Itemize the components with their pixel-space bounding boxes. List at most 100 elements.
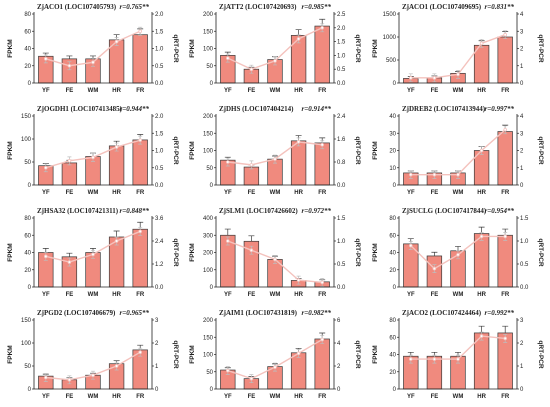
chart-panel: 0 20 40 60 80 0.0 0.5 1.0 1.5 2.0 YF FE WM HR FR FPKM qR… xyxy=(2,0,185,101)
fpkm-axis-title: FPKM xyxy=(7,39,14,57)
right-tick-label: 1.0 xyxy=(155,149,164,155)
qrtpcr-axis-title: qRT-PCR xyxy=(172,34,179,62)
x-tick-label: WM xyxy=(88,88,99,94)
qrtpcr-point xyxy=(114,239,119,243)
error-bar xyxy=(248,235,255,242)
x-tick-label: YF xyxy=(42,292,50,298)
x-tick-label: HR xyxy=(294,394,303,400)
x-tick-label: FE xyxy=(66,190,74,196)
qrtpcr-point xyxy=(273,365,277,369)
x-tick-label: FR xyxy=(501,190,510,196)
x-tick-label: WM xyxy=(453,190,464,196)
qrtpcr-point xyxy=(456,172,460,177)
chart-svg: 0 20 40 60 80 0.0 1.2 2.4 3.6 YF FE WM HR FR FPKM qRT-P… xyxy=(7,207,179,298)
left-tick-label: 20 xyxy=(389,268,396,274)
right-tick-label: 1.5 xyxy=(155,29,164,35)
left-tick-label: 1000 xyxy=(383,35,397,41)
fpkm-bar xyxy=(314,25,330,84)
right-tick-label: 2.0 xyxy=(155,114,164,120)
qrtpcr-axis-title: qRT-PCR xyxy=(537,238,544,266)
left-tick-label: 50 xyxy=(206,166,213,172)
fpkm-bar xyxy=(61,162,78,186)
x-tick-label: YF xyxy=(224,394,232,400)
qrtpcr-point xyxy=(479,334,484,338)
qrtpcr-point xyxy=(225,239,230,243)
chart-svg: 0 100 200 300 400 0.0 0.5 1.0 1.5 YF FE WM HR FR FPKM q… xyxy=(189,207,361,298)
chart-svg: 0 500 1000 1500 0 1 2 3 4 YF FE WM HR FR FPKM qRT-PCR Zj… xyxy=(372,3,544,94)
qrtpcr-point xyxy=(67,63,72,68)
right-tick-label: 1.0 xyxy=(520,239,529,245)
right-tick-label: 3 xyxy=(520,131,524,137)
chart-panel: 0 50 100 150 200 0.0 0.8 1.6 2.4 YF FE WM HR FR FPKM qR… xyxy=(184,102,367,203)
qrtpcr-point xyxy=(91,373,95,377)
right-tick-label: 0.0 xyxy=(155,285,164,291)
right-tick-label: 0 xyxy=(520,387,524,393)
left-tick-label: 0 xyxy=(393,285,397,291)
qrtpcr-point xyxy=(296,37,301,41)
x-tick-label: FE xyxy=(66,292,74,298)
fpkm-bar xyxy=(108,145,125,186)
right-tick-label: 0.0 xyxy=(520,285,529,291)
right-tick-label: 2 xyxy=(520,341,524,347)
x-tick-label: HR xyxy=(112,292,121,298)
right-tick-label: 0 xyxy=(520,81,524,87)
right-tick-label: 1.5 xyxy=(337,216,346,222)
qrtpcr-point xyxy=(225,160,230,164)
left-tick-label: 200 xyxy=(203,318,214,324)
left-tick-label: 80 xyxy=(389,216,396,222)
x-tick-label: HR xyxy=(294,88,303,94)
qrtpcr-point xyxy=(249,163,254,167)
chart-svg: 0 50 100 150 0.0 0.5 1.0 1.5 2.0 YF FE WM HR FR FPKM qR… xyxy=(7,105,179,196)
left-tick-label: 40 xyxy=(389,114,396,120)
x-tick-label: FE xyxy=(248,292,256,298)
left-tick-label: 80 xyxy=(24,12,31,18)
qrtpcr-point xyxy=(138,29,143,34)
fpkm-axis-title: FPKM xyxy=(7,243,14,261)
gene-title: ZjDHS (LOC107404214) xyxy=(219,105,294,113)
x-tick-label: FR xyxy=(136,292,145,298)
x-tick-label: WM xyxy=(270,190,281,196)
right-tick-label: 0 xyxy=(520,183,524,189)
x-tick-label: WM xyxy=(270,394,281,400)
qrtpcr-point xyxy=(503,32,508,37)
x-tick-label: FE xyxy=(66,394,74,400)
chart-panel: 0 20 40 60 80 0.0 0.5 1.0 1.5 YF FE WM HR FR FPKM qRT-P… xyxy=(367,204,550,305)
left-tick-label: 80 xyxy=(24,216,31,222)
qrtpcr-point xyxy=(67,378,72,382)
qrtpcr-point xyxy=(479,41,484,46)
left-tick-label: 100 xyxy=(203,353,214,359)
x-tick-label: WM xyxy=(88,394,99,400)
x-tick-label: YF xyxy=(42,190,50,196)
x-tick-label: HR xyxy=(477,88,486,94)
right-tick-label: 4 xyxy=(520,114,524,120)
left-tick-label: 400 xyxy=(203,216,214,222)
fpkm-bar xyxy=(290,140,307,186)
x-tick-label: YF xyxy=(224,292,232,298)
x-tick-label: FE xyxy=(431,394,439,400)
left-tick-label: 0 xyxy=(393,81,397,87)
fpkm-bar xyxy=(132,228,148,288)
fpkm-axis-title: FPKM xyxy=(7,141,14,159)
error-bar xyxy=(42,248,49,253)
right-tick-label: 1.2 xyxy=(155,262,164,268)
right-tick-label: 1.6 xyxy=(337,137,346,143)
fpkm-bar xyxy=(473,233,490,288)
x-tick-label: FR xyxy=(136,190,145,196)
error-bar xyxy=(224,228,231,236)
x-tick-label: FR xyxy=(501,88,510,94)
qrtpcr-point xyxy=(479,148,484,153)
qrtpcr-point xyxy=(43,375,48,380)
x-tick-label: FR xyxy=(318,190,327,196)
right-tick-label: 2.0 xyxy=(155,12,164,18)
x-tick-label: FE xyxy=(248,190,256,196)
correlation-label: r=0.914** xyxy=(302,105,332,113)
qrtpcr-point xyxy=(320,142,325,147)
chart-panel: 0 20 40 60 80 0.0 1.2 2.4 3.6 YF FE WM HR FR FPKM qRT-P… xyxy=(2,204,185,305)
right-tick-label: 0.0 xyxy=(337,81,346,87)
x-tick-label: HR xyxy=(477,292,486,298)
qrtpcr-point xyxy=(67,159,72,163)
qrtpcr-point xyxy=(479,234,484,239)
x-tick-label: HR xyxy=(112,394,121,400)
correlation-label: r=0.965** xyxy=(120,309,150,317)
qrtpcr-point xyxy=(432,266,437,271)
